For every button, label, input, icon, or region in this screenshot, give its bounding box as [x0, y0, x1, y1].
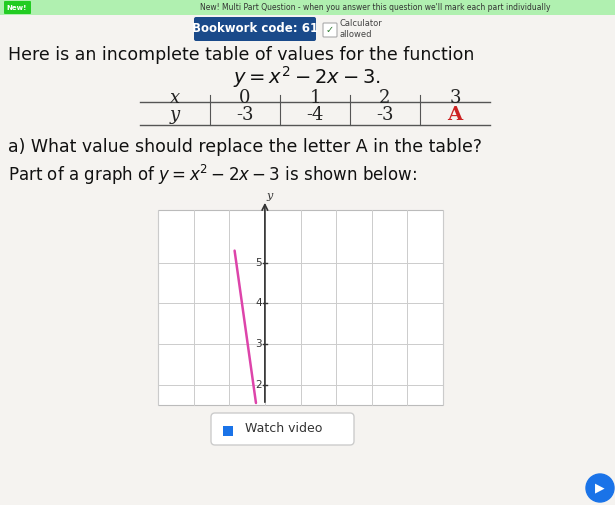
FancyBboxPatch shape: [223, 426, 233, 436]
FancyBboxPatch shape: [4, 1, 31, 14]
Text: Watch video: Watch video: [245, 423, 322, 435]
Text: ▶: ▶: [595, 481, 605, 494]
Text: Here is an incomplete table of values for the function: Here is an incomplete table of values fo…: [8, 46, 474, 64]
FancyBboxPatch shape: [323, 23, 337, 37]
FancyBboxPatch shape: [211, 413, 354, 445]
Text: $y = x^2 - 2x - 3.$: $y = x^2 - 2x - 3.$: [233, 64, 381, 90]
Text: 5: 5: [255, 258, 262, 268]
Text: 4: 4: [255, 298, 262, 309]
FancyBboxPatch shape: [0, 15, 615, 505]
Text: ✓: ✓: [326, 25, 334, 35]
FancyBboxPatch shape: [194, 17, 316, 41]
FancyBboxPatch shape: [0, 0, 615, 15]
Text: a) What value should replace the letter A in the table?: a) What value should replace the letter …: [8, 138, 482, 156]
Text: Part of a graph of $y = x^2 - 2x - 3$ is shown below:: Part of a graph of $y = x^2 - 2x - 3$ is…: [8, 163, 417, 187]
Text: x: x: [170, 89, 180, 107]
Text: 3: 3: [449, 89, 461, 107]
Text: Bookwork code: 61: Bookwork code: 61: [192, 23, 318, 35]
Text: A: A: [448, 106, 462, 124]
Text: 2: 2: [379, 89, 391, 107]
Text: New!: New!: [7, 5, 27, 11]
Text: -4: -4: [306, 106, 323, 124]
Text: 0: 0: [239, 89, 251, 107]
Text: Calculator
allowed: Calculator allowed: [340, 19, 383, 39]
Text: New! Multi Part Question - when you answer this question we'll mark each part in: New! Multi Part Question - when you answ…: [200, 3, 550, 12]
Text: -3: -3: [236, 106, 254, 124]
Text: 1: 1: [309, 89, 321, 107]
FancyBboxPatch shape: [158, 210, 443, 405]
Text: y: y: [267, 191, 273, 201]
Polygon shape: [236, 431, 240, 435]
Circle shape: [586, 474, 614, 502]
Text: -3: -3: [376, 106, 394, 124]
Text: 2: 2: [255, 380, 262, 390]
Text: 3: 3: [255, 339, 262, 349]
Text: y: y: [170, 106, 180, 124]
